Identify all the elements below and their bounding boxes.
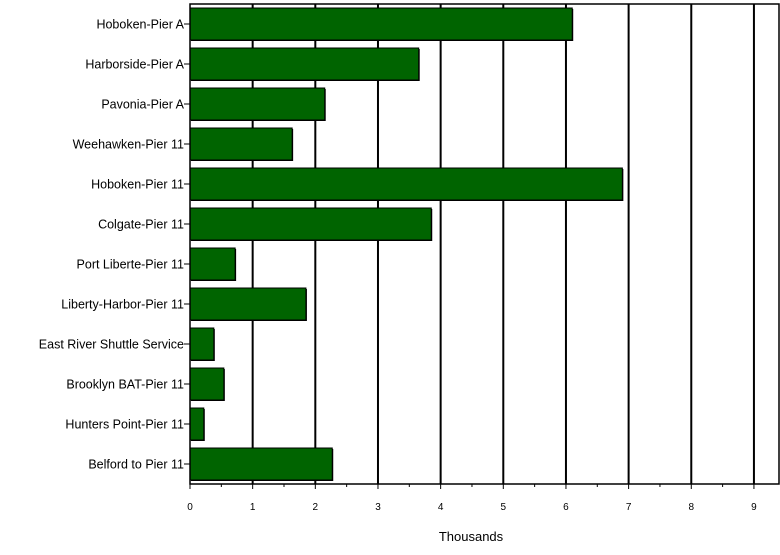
y-category-label: Colgate-Pier 11	[98, 218, 184, 232]
y-category-label: Weehawken-Pier 11	[73, 138, 184, 152]
bar-8	[189, 287, 307, 321]
bar-3	[189, 87, 326, 121]
x-tick-label: 9	[751, 502, 757, 513]
bar-10	[189, 367, 225, 401]
plot-frame	[189, 3, 780, 485]
y-category-label: East River Shuttle Service	[39, 338, 184, 352]
bar-7	[189, 247, 236, 281]
bar-6	[189, 207, 432, 241]
plot-border	[189, 3, 780, 485]
x-tick-label: 8	[688, 502, 694, 513]
bar-4	[189, 127, 293, 161]
y-category-label: Hoboken-Pier A	[96, 18, 184, 32]
x-tick-label: 7	[626, 502, 632, 513]
y-category-label: Hunters Point-Pier 11	[65, 418, 184, 432]
x-tick-label: 3	[375, 502, 381, 513]
y-category-label: Port Liberte-Pier 11	[77, 258, 185, 272]
y-axis: Hoboken-Pier A Harborside-Pier A Pavonia-P…	[39, 18, 190, 472]
x-axis-title: Thousands	[439, 529, 504, 544]
x-tick-label: 0	[187, 502, 193, 513]
grid-lines	[251, 4, 755, 484]
x-tick-label: 4	[438, 502, 444, 513]
y-category-label: Brooklyn BAT-Pier 11	[66, 378, 184, 392]
bar-5	[189, 167, 623, 201]
bars	[189, 7, 624, 481]
bar-9	[189, 327, 215, 361]
x-tick-label: 6	[563, 502, 569, 513]
y-category-label: Belford to Pier 11	[88, 458, 184, 472]
x-axis: 0 1 2 3 4 5 6 7 8 9	[187, 484, 757, 513]
bar-12	[189, 447, 333, 481]
y-category-label: Hoboken-Pier 11	[91, 178, 184, 192]
bar-2	[189, 47, 420, 81]
y-category-label: Harborside-Pier A	[85, 58, 184, 72]
bar-1	[189, 7, 573, 41]
y-category-label: Pavonia-Pier A	[101, 98, 184, 112]
x-tick-label: 5	[501, 502, 507, 513]
x-tick-label: 2	[313, 502, 319, 513]
y-category-label: Liberty-Harbor-Pier 11	[61, 298, 184, 312]
bar-11	[189, 407, 205, 441]
x-tick-label: 1	[250, 502, 256, 513]
